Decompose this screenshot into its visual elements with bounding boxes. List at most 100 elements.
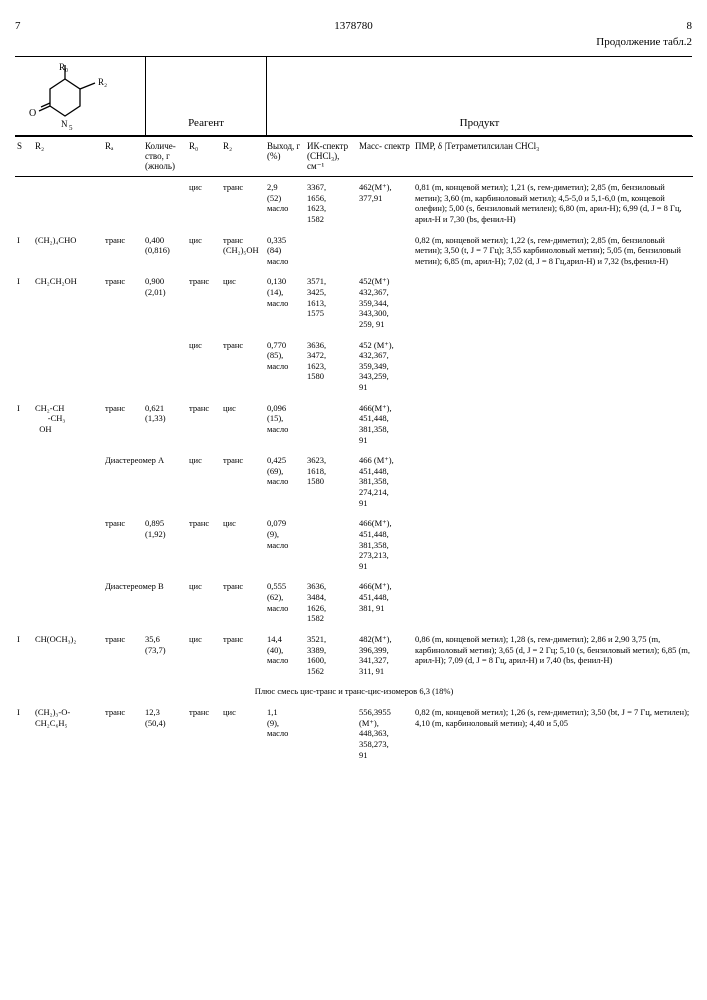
cell-ra: Диастереомер A [103, 450, 187, 513]
cell-r0: цис [187, 576, 221, 629]
product-header: Продукт [267, 57, 692, 135]
svg-text:R₂: R₂ [98, 77, 107, 87]
cell-qty: 0,895 (1,92) [143, 513, 187, 576]
cell-nmr: 0,82 (m, концевой метил); 1,22 (s, гем-д… [413, 230, 693, 272]
cell-yield: 0,555 (62), масло [265, 576, 305, 629]
cell-ra: транс [103, 398, 143, 451]
cell-r2b: цис [221, 398, 265, 451]
cell-ir: 3636, 3484, 1626, 1582 [305, 576, 357, 629]
h-qty: Количе- ство, г (жноль) [143, 137, 187, 177]
cell-s: I [15, 398, 33, 451]
cell-r2 [33, 177, 103, 230]
cell-qty: 35,6 (73,7) [143, 629, 187, 682]
page-right: 8 [687, 20, 693, 32]
cell-ms: 556,3955 (M⁺), 448,363, 358,273, 91 [357, 702, 413, 765]
cell-r0: цис [187, 335, 221, 398]
cell-ra: транс [103, 230, 143, 272]
cell-r2b: цис [221, 513, 265, 576]
cell-nmr [413, 576, 693, 629]
cell-ra [103, 335, 143, 398]
cell-r2 [33, 513, 103, 576]
cell-r2: (CH₂)₄CHO [33, 230, 103, 272]
h-s: S [15, 137, 33, 177]
table-row: ICH(OCH₃)₂транс35,6 (73,7)цистранс14,4 (… [15, 629, 693, 682]
cell-qty: 0,400 (0,816) [143, 230, 187, 272]
continuation-label: Продолжение табл.2 [15, 36, 692, 48]
cell-nmr: 0,82 (m, концевой метил); 1,26 (s, гем-д… [413, 702, 693, 765]
cell-r2b: транс [221, 576, 265, 629]
cell-nmr [413, 513, 693, 576]
cell-r0: транс [187, 513, 221, 576]
svg-text:O: O [29, 108, 36, 119]
cell-r2: CH(OCH₃)₂ [33, 629, 103, 682]
cell-ra: транс [103, 513, 143, 576]
cell-s [15, 576, 33, 629]
cell-yield: 0,770 (85), масло [265, 335, 305, 398]
table-row: ICH₂-CH -CH₃ OHтранс0,621 (1,33)трансцис… [15, 398, 693, 451]
cell-r0: транс [187, 271, 221, 334]
svg-text:5: 5 [69, 124, 73, 131]
table-row: ICH₂CH₂OHтранс0,900 (2,01)трансцис0,130 … [15, 271, 693, 334]
cell-ir [305, 702, 357, 765]
h-r2: R₂ [33, 137, 103, 177]
cell-ir [305, 398, 357, 451]
cell-ms [357, 230, 413, 272]
cell-s: I [15, 629, 33, 682]
h-ms: Масс- спектр [357, 137, 413, 177]
doc-number: 1378780 [334, 20, 373, 32]
cell-nmr [413, 450, 693, 513]
cell-ra: транс [103, 629, 143, 682]
cell-r2: CH₂CH₂OH [33, 271, 103, 334]
cell-ms: 466 (M⁺), 451,448, 381,358, 274,214, 91 [357, 450, 413, 513]
cell-ra: транс [103, 702, 143, 765]
table-row: I(CH₂)₄CHOтранс0,400 (0,816)цистранс (CH… [15, 230, 693, 272]
cell-nmr [413, 335, 693, 398]
cell-nmr [413, 271, 693, 334]
h-ra: Rₐ [103, 137, 143, 177]
separator-text: Плюс смесь цис-транс и транс-цис-изомеро… [15, 681, 693, 702]
cell-ra [103, 177, 143, 230]
cell-s [15, 513, 33, 576]
cell-r2 [33, 450, 103, 513]
table-row: Диастереомер Bцистранс0,555 (62), масло3… [15, 576, 693, 629]
cell-nmr [413, 398, 693, 451]
cell-yield: 0,096 (15), масло [265, 398, 305, 451]
cell-qty: 12,3 (50,4) [143, 702, 187, 765]
cell-yield: 1,1 (9), масло [265, 702, 305, 765]
cell-r0: цис [187, 177, 221, 230]
table-row: Диастереомер Aцистранс0,425 (69), масло3… [15, 450, 693, 513]
cell-nmr: 0,81 (m, концевой метил); 1,21 (s, гем-д… [413, 177, 693, 230]
cell-r2b: транс [221, 335, 265, 398]
cell-r0: транс [187, 702, 221, 765]
cell-ra: транс [103, 271, 143, 334]
cell-qty: 0,900 (2,01) [143, 271, 187, 334]
cell-r2b: цис [221, 271, 265, 334]
cell-s: I [15, 702, 33, 765]
cell-ms: 466(M⁺), 451,448, 381,358, 273,213, 91 [357, 513, 413, 576]
cell-yield: 0,425 (69), масло [265, 450, 305, 513]
h-yield: Выход, г (%) [265, 137, 305, 177]
table-row: цистранс0,770 (85), масло3636, 3472, 162… [15, 335, 693, 398]
cell-s: I [15, 271, 33, 334]
cell-ir: 3571, 3425, 1613, 1575 [305, 271, 357, 334]
cell-ir: 3623, 1618, 1580 [305, 450, 357, 513]
data-table: S R₂ Rₐ Количе- ство, г (жноль) R₀ R₂ Вы… [15, 136, 693, 765]
cell-r2b: транс [221, 177, 265, 230]
cell-ms: 482(M⁺), 396,399, 341,327, 311, 91 [357, 629, 413, 682]
cell-s [15, 450, 33, 513]
cell-ra: Диастереомер B [103, 576, 187, 629]
cell-yield: 0,079 (9), масло [265, 513, 305, 576]
cell-ir: 3521, 3389, 1600, 1562 [305, 629, 357, 682]
h-nmr: ПМР, δ |Тетраметилсилан CHCl₃ [413, 137, 693, 177]
cell-ms: 466(M⁺), 451,448, 381, 91 [357, 576, 413, 629]
header-row: S R₂ Rₐ Количе- ство, г (жноль) R₀ R₂ Вы… [15, 137, 693, 177]
reagent-header: Реагент [146, 57, 267, 135]
table-row: цистранс2,9 (52) масло3367, 1656, 1623, … [15, 177, 693, 230]
cell-r2: (CH₂)₃-O- CH₂C₆H₅ [33, 702, 103, 765]
cell-r0: транс [187, 398, 221, 451]
svg-text:R₀: R₀ [59, 62, 68, 72]
table-row: транс0,895 (1,92)трансцис0,079 (9), масл… [15, 513, 693, 576]
molecule-diagram: O N 5 R₂ R₀ [15, 57, 146, 135]
cell-qty: 0,621 (1,33) [143, 398, 187, 451]
cell-ir: 3367, 1656, 1623, 1582 [305, 177, 357, 230]
